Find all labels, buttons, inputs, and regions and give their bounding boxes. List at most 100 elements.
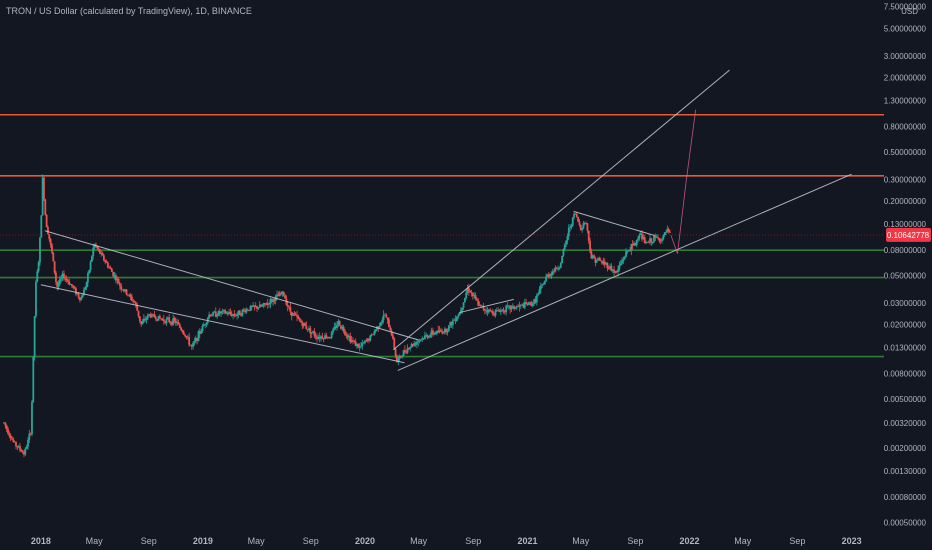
candle-body	[575, 214, 578, 217]
candle-body	[525, 302, 528, 305]
candle-body	[542, 284, 545, 286]
candle-body	[373, 331, 376, 335]
candle-body	[429, 334, 432, 338]
candle-body	[349, 336, 352, 342]
candle-body	[487, 309, 490, 313]
candle-body	[470, 292, 473, 294]
candle-body	[401, 355, 404, 357]
candle-body	[497, 310, 500, 312]
candle-body	[402, 350, 405, 356]
x-tick-label: May	[410, 536, 428, 546]
candle-body	[146, 314, 149, 319]
candle-body	[610, 266, 613, 271]
candle-body	[76, 293, 79, 295]
candle-body	[242, 309, 245, 311]
candle-body	[589, 240, 591, 252]
candle-body	[329, 337, 332, 339]
candle-body	[158, 315, 161, 319]
candle-body	[141, 321, 144, 325]
candle-body	[332, 329, 334, 333]
candle-body	[658, 238, 661, 241]
candle-body	[338, 320, 341, 326]
candle-body	[246, 309, 249, 311]
candle-body	[100, 253, 103, 254]
candle-body	[583, 222, 586, 224]
candle-body	[52, 252, 55, 262]
candle-body	[110, 268, 113, 272]
candle-body	[405, 351, 408, 353]
candle-body	[152, 314, 155, 316]
x-tick-label: 2018	[31, 536, 51, 546]
candle-body	[35, 281, 37, 317]
candle-body	[390, 330, 393, 336]
y-axis[interactable]: 7.50000000 5.00000000 3.00000000 2.00000000…	[884, 3, 927, 528]
candle-body	[553, 271, 556, 272]
candle-body	[213, 311, 216, 313]
candle-body	[5, 425, 8, 429]
candle-body	[177, 322, 180, 325]
candle-body	[21, 451, 24, 453]
candle-body	[305, 325, 308, 329]
candle-body	[194, 338, 197, 342]
candle-body	[222, 310, 225, 311]
candle-body	[646, 242, 649, 243]
candle-body	[515, 306, 518, 308]
candle-body	[555, 267, 558, 269]
x-axis[interactable]: 2018 May Sep 2019 May Sep 2020 May Sep 2021 May Sep…	[31, 536, 862, 546]
candle-body	[590, 251, 593, 259]
candle-body	[461, 307, 464, 311]
candle-body	[210, 315, 213, 317]
candle-body	[362, 342, 365, 344]
candle-body	[178, 324, 181, 328]
candle-body	[629, 250, 631, 252]
candle-body	[221, 310, 224, 312]
candle-body	[642, 237, 645, 240]
y-tick-label: 0.03000000	[884, 299, 927, 308]
candle-body	[312, 331, 314, 333]
candle-body	[236, 314, 238, 317]
candle-body	[56, 281, 59, 287]
candle-body	[495, 310, 498, 311]
candle-body	[89, 261, 92, 271]
candle-body	[114, 275, 117, 281]
candle-body	[618, 265, 621, 270]
candle-body	[526, 304, 529, 306]
candle-body	[607, 268, 610, 270]
candle-body	[258, 304, 261, 308]
candle-body	[24, 448, 27, 455]
candle-body	[529, 302, 532, 304]
candle-body	[557, 268, 560, 270]
candle-body	[298, 318, 301, 321]
candle-body	[554, 267, 557, 272]
candle-body	[571, 217, 574, 226]
candle-body	[209, 314, 212, 317]
candle-body	[393, 338, 396, 349]
candle-body	[459, 310, 462, 313]
candle-body	[499, 310, 502, 313]
candle-body	[348, 336, 350, 338]
candle-body	[48, 234, 51, 240]
y-tick-label: 0.00050000	[884, 518, 927, 527]
candle-body	[318, 336, 321, 339]
candle-body	[184, 334, 187, 337]
candle-body	[345, 334, 348, 336]
candle-body	[254, 306, 257, 307]
candle-body	[122, 289, 125, 292]
candle-body	[39, 237, 41, 263]
candle-body	[649, 238, 651, 243]
candle-body	[462, 302, 465, 308]
candle-body	[639, 233, 642, 236]
candle-body	[85, 282, 88, 288]
trend-line	[459, 298, 514, 314]
y-tick-label: 7.50000000	[884, 3, 927, 12]
candle-body	[518, 305, 521, 307]
candle-body	[176, 322, 179, 324]
candle-body	[284, 295, 286, 299]
candle-body	[63, 273, 65, 279]
candle-body	[416, 341, 418, 345]
candle-body	[270, 299, 273, 302]
candle-body	[434, 333, 437, 334]
candle-body	[322, 338, 325, 340]
candle-body	[474, 295, 477, 299]
